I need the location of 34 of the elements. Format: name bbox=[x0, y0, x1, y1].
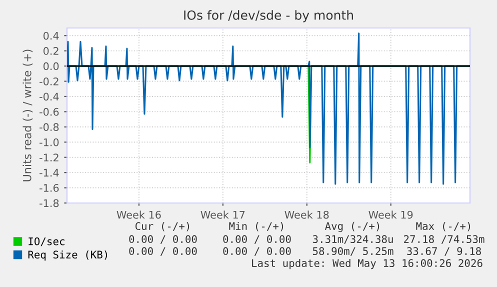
text: 27.18 /74.53m bbox=[404, 235, 484, 244]
y-tick-label: -0.8 bbox=[40, 123, 59, 132]
x-tick-label: Week 18 bbox=[284, 210, 329, 219]
y-axis-title: Units read (-) / write (+) bbox=[22, 50, 33, 182]
y-tick-label: 0.4 bbox=[43, 32, 59, 40]
y-tick-label: -1.2 bbox=[40, 154, 58, 162]
text: Avg (-/+) bbox=[324, 222, 380, 232]
y-tick-label: -1.8 bbox=[40, 199, 59, 208]
x-tick-label: Week 17 bbox=[200, 210, 245, 219]
text: 58.90m/ 5.25m bbox=[312, 247, 394, 256]
x-tick-label: Week 19 bbox=[368, 210, 413, 219]
chart-title: IOs for /dev/sde - by month bbox=[184, 10, 353, 22]
text: Max (-/+) bbox=[416, 222, 470, 232]
y-tick-label: -1.0 bbox=[40, 138, 59, 146]
y-tick-label: -0.4 bbox=[40, 92, 59, 101]
text: Last update: Wed May 13 16:00:26 2026 bbox=[252, 258, 482, 270]
legend-label: Req Size (KB) bbox=[28, 250, 108, 261]
text: 0.00 / 0.00 bbox=[129, 247, 197, 256]
y-tick-label: -0.6 bbox=[40, 108, 59, 116]
line-series bbox=[67, 32, 470, 185]
text: 33.67 / 9.18 bbox=[407, 247, 481, 256]
y-tick-label: -1.4 bbox=[40, 168, 59, 177]
y-tick-label: 0.2 bbox=[43, 47, 58, 55]
text: Min (-/+) bbox=[229, 222, 284, 232]
y-tick-label: -1.6 bbox=[40, 184, 59, 192]
legend-label: IO/sec bbox=[28, 237, 64, 246]
text: 0.00 / 0.00 bbox=[223, 247, 291, 256]
text: 0.00 / 0.00 bbox=[129, 235, 197, 244]
y-tick-label: -0.2 bbox=[40, 77, 58, 86]
text: 0.00 / 0.00 bbox=[223, 235, 291, 244]
text: 3.31m/324.38u bbox=[312, 235, 393, 244]
text: Cur (-/+) bbox=[135, 222, 190, 232]
y-tick-label: 0.0 bbox=[43, 62, 59, 70]
x-tick-label: Week 16 bbox=[116, 210, 161, 219]
